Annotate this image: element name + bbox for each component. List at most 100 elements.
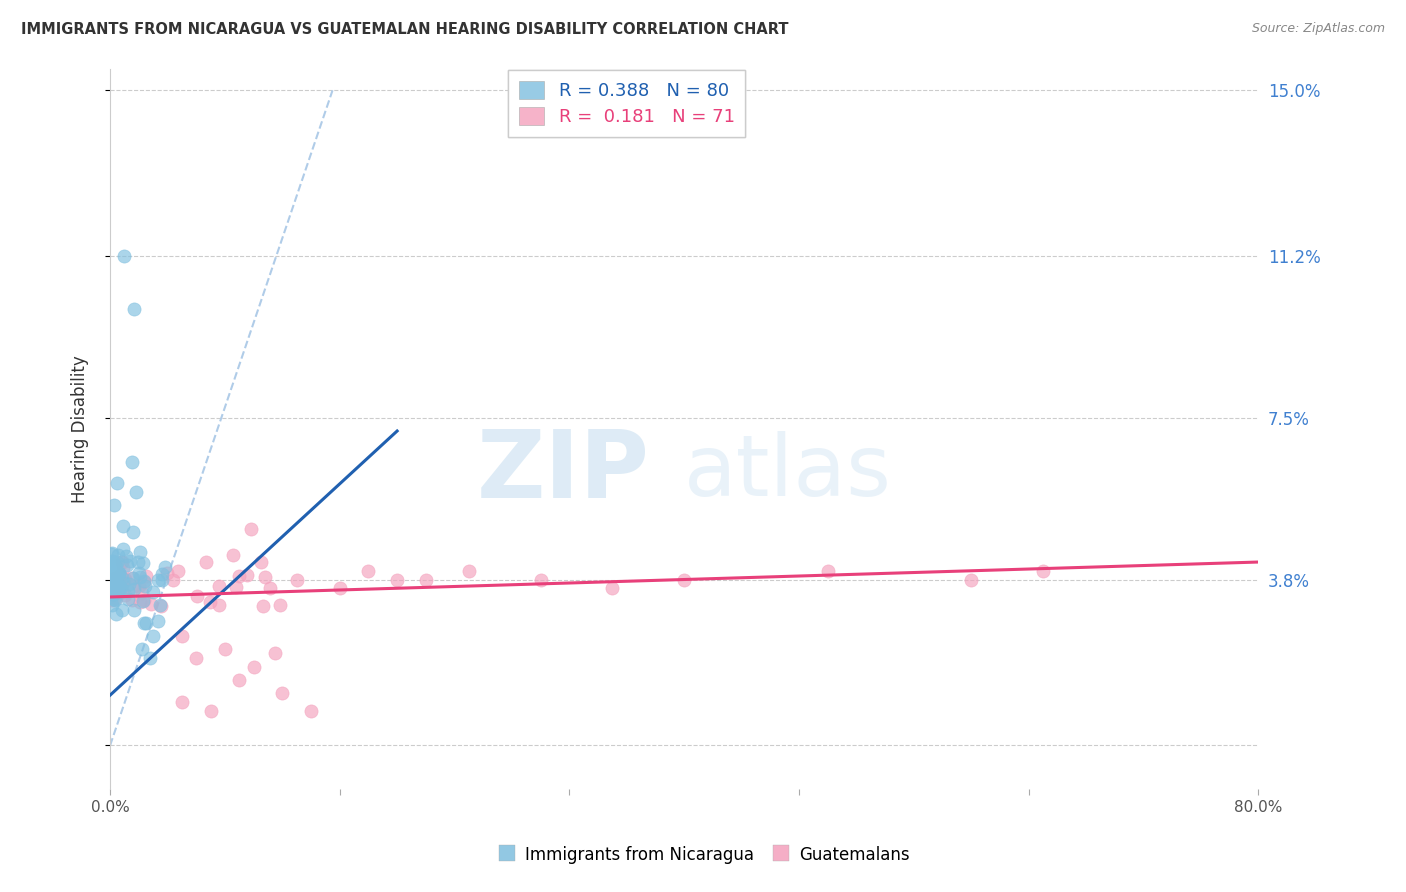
Point	[208, 579, 231, 593]
Point	[142, 585, 165, 599]
Point	[153, 559, 176, 574]
Point	[139, 651, 162, 665]
Point	[960, 573, 983, 587]
Point	[125, 485, 148, 500]
Point	[127, 555, 149, 569]
Point	[194, 555, 217, 569]
Point	[100, 583, 122, 598]
Point	[271, 686, 294, 700]
Point	[108, 566, 131, 581]
Point	[129, 545, 152, 559]
Point	[250, 555, 273, 569]
Point	[111, 556, 134, 570]
Point	[240, 522, 263, 536]
Point	[111, 585, 134, 599]
Point	[101, 599, 124, 613]
Point	[103, 556, 125, 570]
Point	[269, 599, 291, 613]
Point	[329, 581, 352, 595]
Point	[111, 603, 134, 617]
Point	[111, 518, 134, 533]
Point	[142, 629, 165, 643]
Point	[104, 593, 127, 607]
Point	[100, 592, 122, 607]
Point	[135, 568, 157, 582]
Point	[186, 589, 208, 603]
Point	[385, 573, 408, 587]
Point	[141, 597, 163, 611]
Point	[110, 578, 132, 592]
Point	[134, 574, 156, 589]
Point	[156, 566, 179, 581]
Point	[228, 569, 250, 583]
Point	[101, 562, 124, 576]
Point	[100, 575, 122, 590]
Point	[101, 556, 124, 570]
Point	[103, 557, 125, 571]
Point	[112, 574, 135, 589]
Point	[117, 584, 139, 599]
Point	[105, 558, 128, 573]
Point	[132, 556, 155, 570]
Y-axis label: Hearing Disability: Hearing Disability	[72, 355, 89, 503]
Point	[186, 651, 208, 665]
Point	[104, 566, 127, 581]
Point	[115, 558, 138, 573]
Point	[107, 582, 129, 596]
Point	[170, 629, 193, 643]
Point	[112, 541, 135, 556]
Point	[225, 580, 247, 594]
Point	[103, 498, 125, 512]
Point	[122, 603, 145, 617]
Legend: Immigrants from Nicaragua, Guatemalans: Immigrants from Nicaragua, Guatemalans	[489, 839, 917, 871]
Point	[602, 581, 624, 595]
Point	[103, 571, 125, 585]
Point	[150, 573, 173, 587]
Point	[128, 579, 150, 593]
Point	[104, 559, 127, 574]
Point	[170, 695, 193, 709]
Point	[285, 573, 308, 587]
Point	[107, 578, 129, 592]
Point	[122, 571, 145, 585]
Point	[129, 594, 152, 608]
Legend: R = 0.388   N = 80, R =  0.181   N = 71: R = 0.388 N = 80, R = 0.181 N = 71	[508, 70, 745, 136]
Point	[100, 576, 122, 591]
Point	[117, 592, 139, 607]
Point	[104, 578, 127, 592]
Text: ZIP: ZIP	[477, 426, 650, 518]
Point	[108, 566, 131, 581]
Point	[101, 564, 124, 578]
Point	[122, 582, 145, 596]
Point	[299, 704, 322, 718]
Point	[100, 573, 122, 587]
Point	[149, 598, 172, 612]
Point	[108, 566, 131, 581]
Point	[252, 599, 274, 614]
Point	[128, 566, 150, 580]
Point	[121, 454, 143, 468]
Point	[146, 615, 169, 629]
Point	[214, 642, 236, 657]
Point	[124, 301, 146, 316]
Point	[167, 564, 190, 578]
Point	[100, 578, 122, 592]
Point	[162, 573, 184, 587]
Point	[148, 574, 170, 588]
Point	[135, 616, 157, 631]
Point	[100, 547, 122, 561]
Point	[105, 555, 128, 569]
Point	[114, 588, 136, 602]
Point	[100, 580, 122, 594]
Point	[121, 571, 143, 585]
Point	[129, 569, 152, 583]
Point	[131, 642, 153, 657]
Text: IMMIGRANTS FROM NICARAGUA VS GUATEMALAN HEARING DISABILITY CORRELATION CHART: IMMIGRANTS FROM NICARAGUA VS GUATEMALAN …	[21, 22, 789, 37]
Point	[131, 586, 153, 600]
Point	[112, 249, 135, 263]
Point	[114, 573, 136, 587]
Point	[104, 571, 127, 585]
Point	[242, 660, 264, 674]
Point	[104, 571, 127, 585]
Point	[108, 581, 131, 595]
